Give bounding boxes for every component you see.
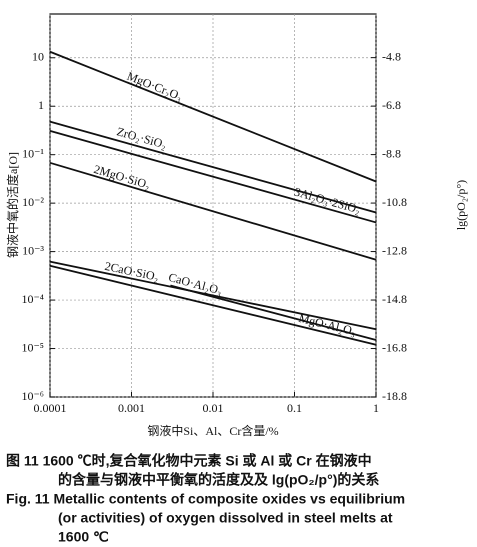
y-tick-label: 10 — [32, 50, 44, 64]
series-line — [49, 120, 377, 214]
y-tick-label: 10⁻³ — [22, 243, 44, 257]
series-label: MgO·Al₂O₃ — [297, 311, 357, 338]
series-label: 2MgO·SiO₂ — [92, 162, 152, 192]
y-tick-label: 10⁻¹ — [22, 146, 44, 160]
y2-axis-title: lg(pO₂/p°) — [454, 180, 468, 230]
x-axis-title: 钢液中Si、Al、Cr含量/% — [147, 423, 278, 438]
y2-tick-label: -14.8 — [382, 292, 407, 306]
caption-line: Fig. 11 Metallic contents of composite o… — [6, 491, 405, 507]
y2-tick-label: -6.8 — [382, 98, 401, 112]
series-line — [170, 284, 377, 341]
series-line — [49, 50, 377, 183]
series-line — [49, 130, 377, 224]
x-tick-label: 0.1 — [287, 401, 302, 415]
x-tick-label: 0.01 — [203, 401, 224, 415]
caption-line: 1600 ℃ — [58, 529, 109, 545]
y-tick-label: 10⁻⁵ — [21, 340, 44, 354]
y-tick-label: 1 — [38, 98, 44, 112]
y-axis-title: 钢液中氧的活度a[O] — [5, 152, 20, 258]
series-line — [49, 264, 377, 346]
x-tick-label: 1 — [373, 401, 379, 415]
y-tick-label: 10⁻⁴ — [21, 292, 44, 306]
series-line — [49, 260, 377, 331]
x-tick-label: 0.001 — [118, 401, 145, 415]
caption-line: 的含量与钢液中平衡氧的活度及及 lg(pO₂/p°)的关系 — [58, 472, 379, 488]
y2-tick-label: -12.8 — [382, 243, 407, 257]
series-label: CaO·Al₂O₃ — [167, 270, 224, 298]
series-label: 3Al₂O₃·2SiO₂ — [293, 185, 362, 217]
x-tick-label: 0.0001 — [34, 401, 67, 415]
y2-tick-label: -10.8 — [382, 195, 407, 209]
y-tick-label: 10⁻² — [22, 195, 44, 209]
caption-line: 图 11 1600 ℃时,复合氧化物中元素 Si 或 Al 或 Cr 在钢液中 — [6, 453, 372, 469]
y2-tick-label: -16.8 — [382, 340, 407, 354]
y-tick-label: 10⁻⁶ — [21, 389, 44, 403]
series-line — [49, 161, 377, 261]
y2-tick-label: -18.8 — [382, 389, 407, 403]
y2-tick-label: -4.8 — [382, 49, 401, 63]
y2-tick-label: -8.8 — [382, 146, 401, 160]
caption-line: (or activities) of oxygen dissolved in s… — [58, 510, 393, 526]
